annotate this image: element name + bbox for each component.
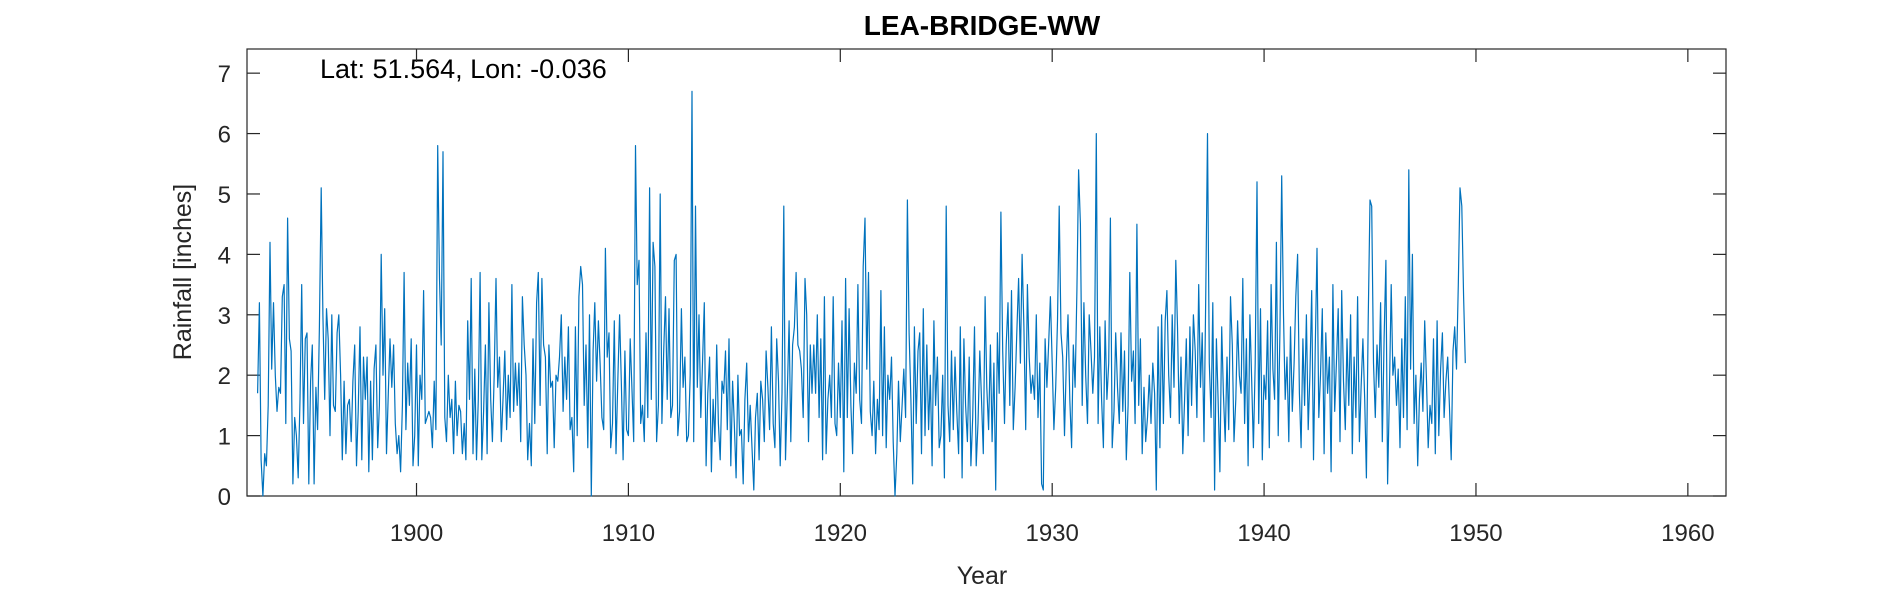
plot-area: 0 1 2 3 4 5 6 7 1900 1910 1920 1930 1940 1950 1960 (218, 48, 1727, 547)
x-tick-label: 1920 (814, 520, 867, 547)
x-tick-label: 1910 (602, 520, 655, 547)
y-axis-title: Rainfall [inches] (169, 184, 197, 360)
y-tick-label: 2 (218, 363, 231, 390)
y-tick-label: 5 (218, 182, 231, 209)
chart-title: LEA-BRIDGE-WW (864, 10, 1101, 41)
location-annotation: Lat: 51.564, Lon: -0.036 (320, 54, 607, 84)
y-axis: 0 1 2 3 4 5 6 7 (218, 61, 1726, 511)
x-axis: 1900 1910 1920 1930 1940 1950 1960 (390, 49, 1715, 547)
y-tick-label: 7 (218, 61, 231, 88)
y-tick-label: 6 (218, 122, 231, 149)
y-tick-label: 3 (218, 303, 231, 330)
x-tick-label: 1930 (1025, 520, 1078, 547)
x-axis-title: Year (957, 562, 1008, 590)
y-tick-label: 1 (218, 424, 231, 451)
x-tick-label: 1960 (1661, 520, 1714, 547)
y-tick-label: 0 (218, 484, 231, 511)
rainfall-series-line (257, 90, 1466, 497)
y-tick-label: 4 (218, 242, 231, 269)
x-tick-label: 1900 (390, 520, 443, 547)
x-tick-label: 1950 (1449, 520, 1502, 547)
x-tick-label: 1940 (1237, 520, 1290, 547)
plot-frame (246, 48, 1727, 497)
